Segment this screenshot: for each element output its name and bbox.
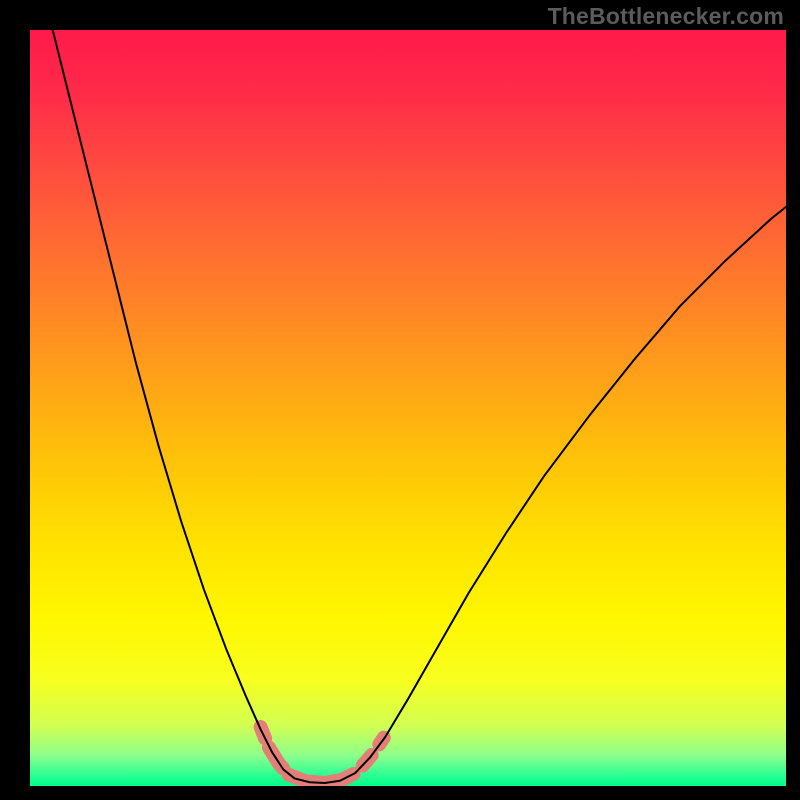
chart-svg — [30, 30, 786, 786]
chart-container: TheBottlenecker.com — [0, 0, 800, 800]
watermark-text: TheBottlenecker.com — [548, 3, 784, 30]
plot-area — [30, 30, 786, 786]
gradient-background — [30, 30, 786, 786]
